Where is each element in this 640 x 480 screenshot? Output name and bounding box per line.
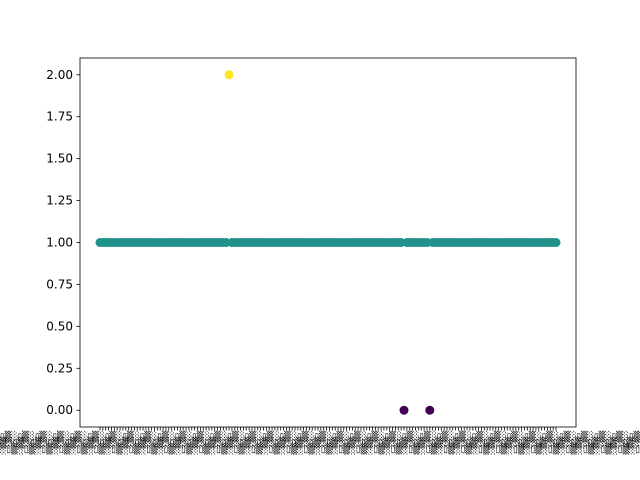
data-points — [95, 70, 561, 415]
y-tick-label: 1.50 — [46, 152, 73, 166]
scatter-point — [425, 405, 435, 415]
scatter-point — [551, 238, 561, 247]
y-tick-label: 0.50 — [46, 319, 73, 333]
x-tick-labels-overlapping: ▯▒░▯▒░▯▒░▯▒░▯▒░▯▒░▯▒░▯▒░▯▒░▯▒░▯▒░▯▒░▯▒░▯… — [0, 430, 640, 443]
axes-frame — [79, 57, 577, 428]
y-tick-label: 0.00 — [46, 403, 73, 417]
y-tick-label: 2.00 — [46, 68, 73, 82]
y-tick-label: 0.75 — [46, 277, 73, 291]
y-tick-label: 0.25 — [46, 361, 73, 375]
x-tick-labels-overlapping: ▒░▯▒░▯▒░▯▒░▯▒░▯▒░▯▒░▯▒░▯▒░▯▒░▯▒░▯▒░▯▒░▯▒… — [0, 436, 640, 449]
y-tick-label: 1.25 — [46, 194, 73, 208]
y-axis: 0.00 0.25 0.50 0.75 1.00 1.25 1.50 1.75 2.00 — [46, 68, 80, 417]
y-tick-label: 1.00 — [46, 236, 73, 250]
x-tick-labels-overlapping: ░▯▒░▯▒░▯▒░▯▒░▯▒░▯▒░▯▒░▯▒░▯▒░▯▒░▯▒░▯▒░▯▒░… — [0, 442, 640, 455]
scatter-point — [399, 405, 409, 415]
x-axis: ▯▒░▯▒░▯▒░▯▒░▯▒░▯▒░▯▒░▯▒░▯▒░▯▒░▯▒░▯▒░▯▒░▯… — [0, 427, 640, 455]
scatter-point — [224, 70, 234, 80]
y-tick-label: 1.75 — [46, 110, 73, 124]
